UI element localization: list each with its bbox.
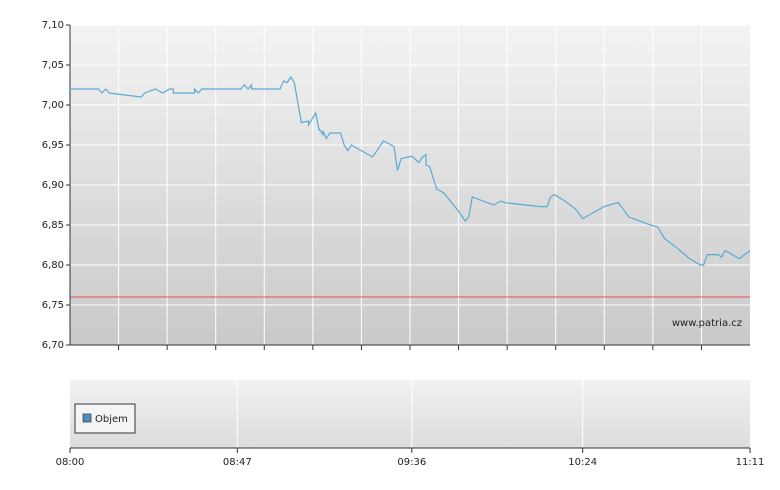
x-tick-label: 09:36: [397, 457, 426, 468]
x-tick-label: 08:00: [56, 457, 85, 468]
watermark: www.patria.cz: [672, 318, 742, 329]
y-tick-label: 6,95: [42, 140, 64, 151]
x-tick-label: 11:11: [736, 457, 765, 468]
legend-swatch: [82, 413, 92, 423]
y-tick-label: 7,00: [42, 100, 64, 111]
price-line: [70, 75, 751, 266]
volume-area: [70, 380, 750, 448]
y-tick-label: 7,10: [42, 20, 64, 31]
y-tick-label: 6,70: [42, 340, 64, 351]
y-tick-label: 7,05: [42, 60, 64, 71]
legend-label: Objem: [95, 414, 128, 425]
x-tick-label: 10:24: [568, 457, 597, 468]
y-tick-label: 6,85: [42, 220, 64, 231]
y-tick-label: 6,80: [42, 260, 64, 271]
y-tick-label: 6,90: [42, 180, 64, 191]
y-tick-label: 6,75: [42, 300, 64, 311]
x-tick-label: 08:47: [223, 457, 252, 468]
